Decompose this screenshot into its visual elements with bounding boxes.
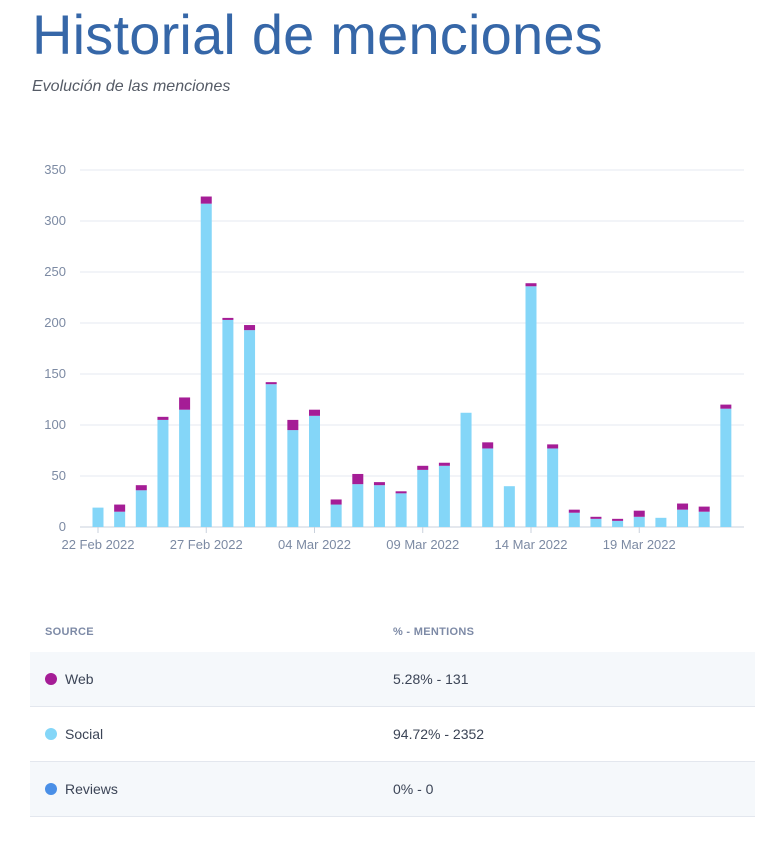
bar-web[interactable] [677, 503, 689, 510]
bar-web[interactable] [244, 325, 256, 331]
x-tick-label: 09 Mar 2022 [386, 537, 459, 552]
bar-web[interactable] [265, 382, 277, 385]
x-tick-label: 04 Mar 2022 [278, 537, 351, 552]
social-color-dot [45, 728, 57, 740]
bar-web[interactable] [179, 397, 191, 410]
table-header: SOURCE % - MENTIONS [30, 612, 755, 652]
sources-table: SOURCE % - MENTIONS Web 5.28% - 131 Soci… [30, 612, 755, 817]
grid-lines [80, 169, 744, 528]
bar-social[interactable] [92, 507, 104, 527]
column-header-mentions: % - MENTIONS [393, 626, 475, 638]
bar-social[interactable] [395, 493, 407, 527]
x-tick-label: 14 Mar 2022 [495, 537, 568, 552]
bar-web[interactable] [157, 416, 169, 420]
y-tick-label: 50 [52, 468, 66, 483]
bar-web[interactable] [373, 482, 385, 486]
y-tick-label: 300 [44, 213, 66, 228]
page-title: Historial de menciones [32, 3, 603, 66]
bar-web[interactable] [698, 506, 710, 512]
table-row: Social 94.72% - 2352 [30, 707, 755, 762]
bar-social[interactable] [200, 203, 212, 527]
page-subtitle: Evolución de las menciones [32, 78, 231, 95]
x-tick-label: 27 Feb 2022 [170, 537, 243, 552]
y-tick-label: 0 [59, 519, 66, 534]
bar-web[interactable] [633, 510, 645, 517]
bar-social[interactable] [330, 504, 342, 527]
bar-social[interactable] [590, 518, 602, 527]
source-label: Web [65, 671, 94, 687]
column-header-source: SOURCE [45, 626, 94, 638]
bar-social[interactable] [222, 319, 234, 527]
table-row: Reviews 0% - 0 [30, 762, 755, 817]
bar-social[interactable] [482, 448, 494, 527]
bar-social[interactable] [568, 512, 580, 527]
bar-web[interactable] [525, 283, 537, 287]
bar-web[interactable] [135, 485, 147, 491]
bar-social[interactable] [179, 409, 191, 527]
mentions-value: 94.72% - 2352 [393, 726, 485, 742]
bar-web[interactable] [417, 465, 429, 470]
mentions-value: 0% - 0 [393, 781, 434, 797]
bar-web[interactable] [222, 317, 234, 320]
bar-social[interactable] [503, 486, 515, 527]
bar-web[interactable] [438, 462, 450, 466]
mentions-value: 5.28% - 131 [393, 671, 469, 687]
bar-web[interactable] [482, 442, 494, 449]
bar-social[interactable] [655, 517, 667, 527]
bar-social[interactable] [720, 408, 732, 527]
bar-social[interactable] [352, 484, 364, 527]
bar-social[interactable] [677, 509, 689, 527]
bar-social[interactable] [287, 430, 299, 527]
bar-social[interactable] [157, 419, 169, 527]
bar-web[interactable] [568, 509, 580, 513]
y-tick-label: 100 [44, 417, 66, 432]
bar-social[interactable] [265, 384, 277, 527]
bar-social[interactable] [135, 490, 147, 527]
bar-web[interactable] [612, 518, 624, 521]
bars [92, 196, 732, 527]
bar-social[interactable] [525, 286, 537, 527]
bar-web[interactable] [720, 404, 732, 409]
bar-social[interactable] [633, 516, 645, 527]
bar-social[interactable] [309, 415, 320, 527]
bar-web[interactable] [330, 499, 342, 505]
bar-social[interactable] [547, 448, 559, 527]
bar-web[interactable] [309, 409, 320, 416]
mentions-bar-chart: 0 50 100 150 200 250 300 350 22 Feb 2022 27 Feb … [44, 162, 744, 552]
web-color-dot [45, 673, 57, 685]
bar-social[interactable] [698, 511, 710, 527]
table-row: Web 5.28% - 131 [30, 652, 755, 707]
source-label: Social [65, 726, 104, 742]
bar-web[interactable] [287, 419, 299, 431]
bar-web[interactable] [352, 473, 364, 485]
y-tick-label: 150 [44, 366, 66, 381]
bar-web[interactable] [200, 196, 212, 204]
y-axis-labels: 0 50 100 150 200 250 300 350 [44, 162, 66, 534]
y-tick-label: 200 [44, 315, 66, 330]
bar-web[interactable] [114, 504, 126, 512]
y-tick-label: 250 [44, 264, 66, 279]
bar-social[interactable] [612, 520, 624, 527]
x-tick-label: 22 Feb 2022 [61, 537, 134, 552]
x-tick-label: 19 Mar 2022 [603, 537, 676, 552]
bar-social[interactable] [373, 485, 385, 527]
bar-social[interactable] [417, 469, 429, 527]
y-tick-label: 350 [44, 162, 66, 177]
bar-social[interactable] [438, 465, 450, 527]
source-label: Reviews [65, 781, 118, 797]
bar-web[interactable] [395, 491, 407, 494]
x-axis: 22 Feb 2022 27 Feb 2022 04 Mar 2022 09 Mar … [61, 527, 676, 552]
bar-web[interactable] [547, 444, 559, 449]
reviews-color-dot [45, 783, 57, 795]
bar-social[interactable] [114, 511, 126, 527]
bar-social[interactable] [244, 330, 256, 527]
bar-web[interactable] [590, 516, 602, 519]
bar-social[interactable] [460, 412, 472, 527]
